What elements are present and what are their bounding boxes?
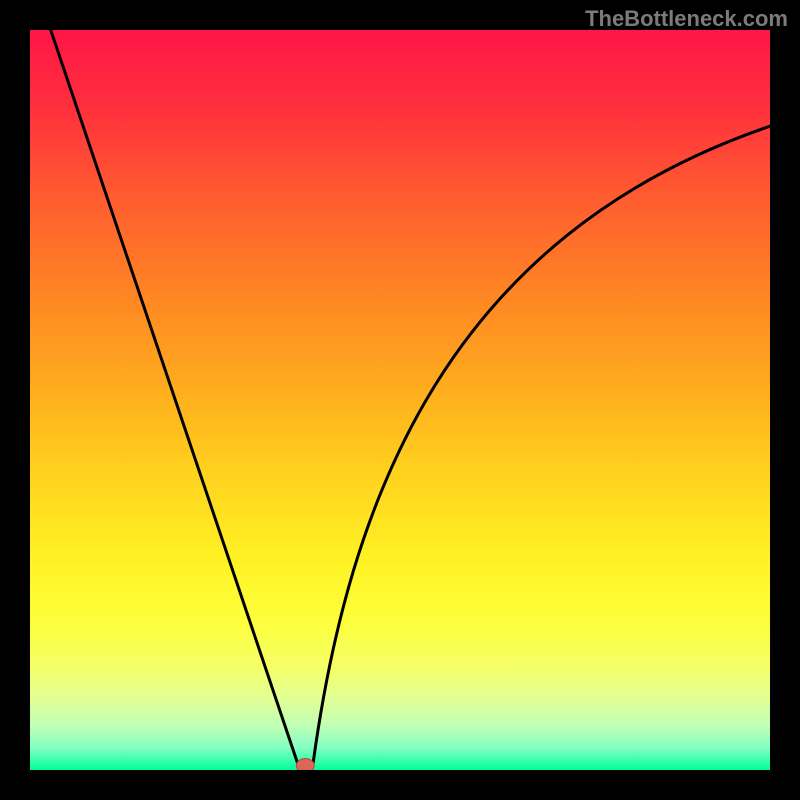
bottleneck-curve xyxy=(0,0,800,800)
chart-frame: TheBottleneck.com xyxy=(0,0,800,800)
apex-marker xyxy=(296,759,314,773)
curve-path xyxy=(51,30,770,766)
